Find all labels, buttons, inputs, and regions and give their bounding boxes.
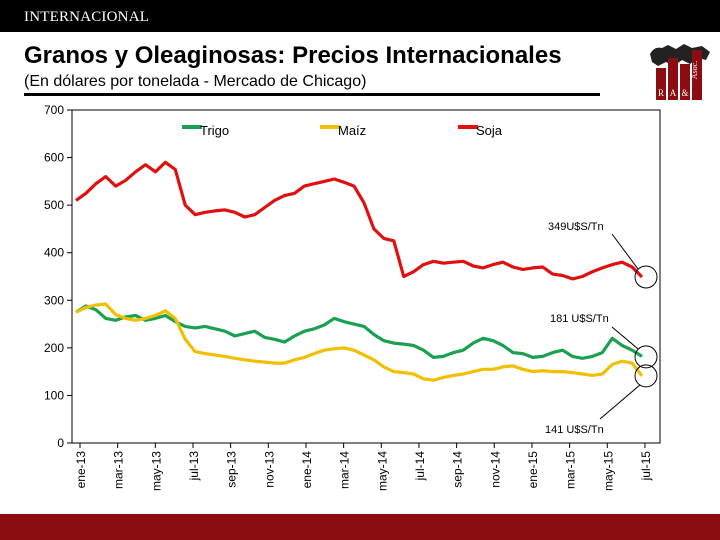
legend-label-maiz: Maíz xyxy=(338,123,366,138)
annotation-leader xyxy=(599,384,641,420)
x-tick-label: nov-14 xyxy=(488,451,502,488)
x-tick-label: mar-13 xyxy=(112,451,126,489)
logo-letter: R xyxy=(658,88,664,98)
x-tick-label: may-13 xyxy=(149,451,163,491)
x-tick-label: nov-13 xyxy=(262,451,276,488)
y-tick-label: 400 xyxy=(44,246,64,260)
annotation-leader xyxy=(611,326,639,350)
y-tick-label: 200 xyxy=(44,341,64,355)
logo-letter: A xyxy=(670,88,677,98)
logo: R A & Asoc. xyxy=(646,40,714,102)
series-line-soja xyxy=(75,160,644,281)
plot-area xyxy=(71,109,661,444)
x-tick-label: sep-14 xyxy=(451,451,465,488)
legend-label-trigo: Trigo xyxy=(200,123,229,138)
x-tick-label: may-14 xyxy=(375,451,389,491)
x-tick-label: jul-15 xyxy=(639,451,653,482)
annotation-circle xyxy=(634,345,658,369)
annotation-label: 141 U$S/Tn xyxy=(545,424,604,436)
y-tick-label: 300 xyxy=(44,293,64,307)
logo-letter: & xyxy=(681,88,688,98)
x-tick-label: jul-13 xyxy=(187,451,201,482)
x-tick-label: ene-14 xyxy=(300,451,314,489)
x-tick-label: may-15 xyxy=(601,451,615,491)
section-label: INTERNACIONAL xyxy=(24,9,150,25)
annotation-circle xyxy=(634,364,658,388)
y-tick-label: 700 xyxy=(44,103,64,117)
price-chart: 0 100 200 300 400 500 600 700 ene-13 mar-13 may-13… xyxy=(44,103,661,491)
page-title: Granos y Oleaginosas: Precios Internacio… xyxy=(24,42,562,69)
legend-label-soja: Soja xyxy=(476,123,503,138)
logo-letter: Asoc. xyxy=(690,61,699,79)
x-tick-label: mar-15 xyxy=(564,451,578,489)
title-divider xyxy=(24,93,600,96)
annotation-circle xyxy=(634,265,658,289)
x-tick-label: ene-15 xyxy=(526,451,540,489)
annotation-leader xyxy=(611,233,639,270)
x-tick-label: mar-14 xyxy=(338,451,352,489)
x-tick-label: jul-14 xyxy=(413,451,427,482)
series-line-maiz xyxy=(75,302,644,382)
annotation-label: 181 U$S/Tn xyxy=(550,313,609,325)
y-tick-label: 600 xyxy=(44,151,64,165)
y-tick-label: 100 xyxy=(44,388,64,402)
annotation-label: 349U$S/Tn xyxy=(548,221,604,233)
y-tick-label: 0 xyxy=(57,436,64,450)
bottom-bar xyxy=(0,514,720,540)
world-map-icon xyxy=(650,44,710,66)
x-tick-label: sep-13 xyxy=(225,451,239,488)
top-bar: INTERNACIONAL xyxy=(0,0,720,32)
x-tick-label: ene-13 xyxy=(74,451,88,489)
series-line-trigo xyxy=(75,304,643,360)
y-tick-label: 500 xyxy=(44,198,64,212)
page-subtitle: (En dólares por tonelada - Mercado de Ch… xyxy=(24,73,367,90)
